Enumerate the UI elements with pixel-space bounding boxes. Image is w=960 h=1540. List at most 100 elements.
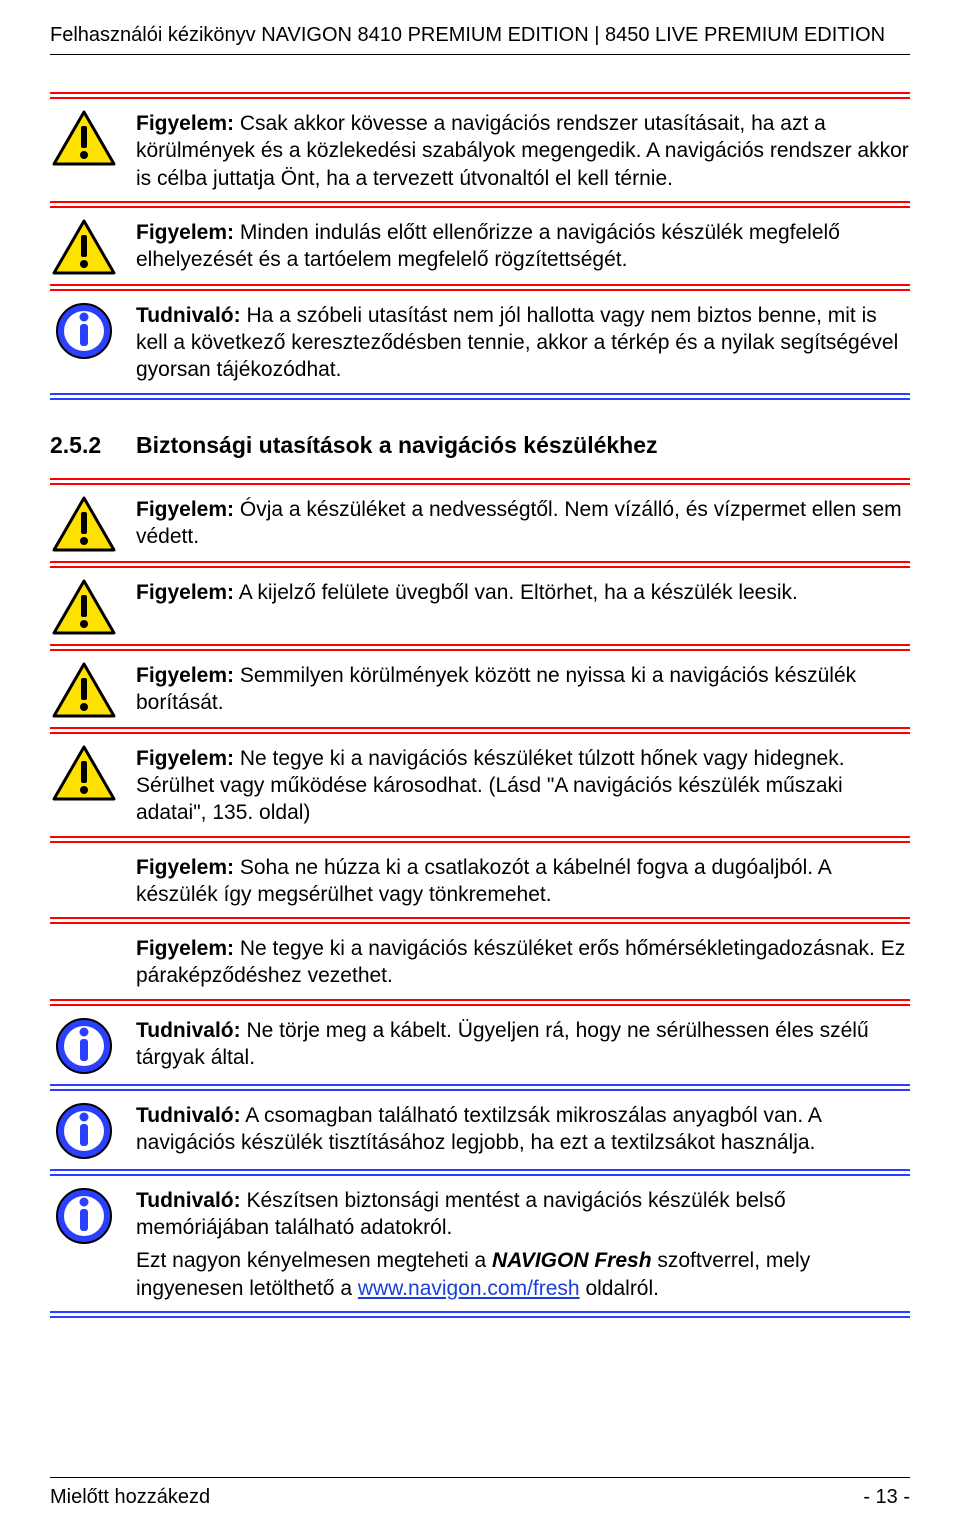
red-rule: [50, 1004, 910, 1006]
content-area: Figyelem: Csak akkor kövesse a navigáció…: [50, 55, 910, 1477]
notice-block: Figyelem: Csak akkor kövesse a navigáció…: [50, 102, 910, 198]
red-rule: [50, 566, 910, 568]
red-rule: [50, 561, 910, 563]
blue-rule: [50, 1089, 910, 1091]
red-rule: [50, 201, 910, 203]
notice-block: Figyelem: Soha ne húzza ki a csatlakozót…: [50, 846, 910, 915]
notice-paragraph: Figyelem: Semmilyen körülmények között n…: [136, 662, 910, 717]
notice-text: Figyelem: Óvja a készüléket a nedvességt…: [136, 494, 910, 551]
notice-paragraph: Figyelem: Soha ne húzza ki a csatlakozót…: [136, 854, 910, 909]
notice-icon: [50, 1015, 118, 1075]
notice-icon: [50, 1185, 118, 1245]
notice-text: Figyelem: Ne tegye ki a navigációs készü…: [136, 743, 910, 827]
notice-paragraph: Ezt nagyon kényelmesen megteheti a NAVIG…: [136, 1247, 910, 1302]
page-header: Felhasználói kézikönyv NAVIGON 8410 PREM…: [50, 22, 910, 55]
notice-prefix: Tudnivaló:: [136, 1019, 241, 1042]
footer-right: - 13 -: [863, 1484, 910, 1510]
red-rule: [50, 483, 910, 485]
notice-paragraph: Tudnivaló: A csomagban található textilz…: [136, 1102, 910, 1157]
warning-triangle-icon: [52, 219, 116, 275]
notice-block: Tudnivaló: Ha a szóbeli utasítást nem jó…: [50, 294, 910, 390]
notice-text: Figyelem: A kijelző felülete üvegből van…: [136, 577, 910, 606]
notice-text: Figyelem: Semmilyen körülmények között n…: [136, 660, 910, 717]
warning-triangle-icon: [52, 110, 116, 166]
notice-paragraph: Tudnivaló: Ne törje meg a kábelt. Ügyelj…: [136, 1017, 910, 1072]
notice-prefix: Figyelem:: [136, 856, 234, 879]
notice-paragraph: Figyelem: Óvja a készüléket a nedvességt…: [136, 496, 910, 551]
header-title: Felhasználói kézikönyv NAVIGON 8410 PREM…: [50, 22, 910, 54]
notice-block: Figyelem: Minden indulás előtt ellenőriz…: [50, 211, 910, 281]
notice-paragraph: Figyelem: A kijelző felülete üvegből van…: [136, 579, 910, 606]
notice-icon: [50, 1100, 118, 1160]
blue-rule: [50, 398, 910, 400]
info-circle-icon: [55, 1017, 113, 1075]
notice-block: Figyelem: Ne tegye ki a navigációs készü…: [50, 737, 910, 833]
red-rule: [50, 836, 910, 838]
notice-prefix: Figyelem:: [136, 747, 234, 770]
warning-triangle-icon: [52, 579, 116, 635]
notice-icon: [50, 577, 118, 635]
info-circle-icon: [55, 1102, 113, 1160]
notice-icon: [50, 660, 118, 718]
notice-prefix: Tudnivaló:: [136, 304, 241, 327]
red-rule: [50, 206, 910, 208]
notice-text: Figyelem: Minden indulás előtt ellenőriz…: [136, 217, 910, 274]
notice-prefix: Figyelem:: [136, 498, 234, 521]
blue-rule: [50, 1316, 910, 1318]
blue-rule: [50, 1174, 910, 1176]
notice-text: Figyelem: Soha ne húzza ki a csatlakozót…: [136, 852, 910, 909]
brand-name: NAVIGON Fresh: [492, 1249, 651, 1272]
notice-block: Tudnivaló: A csomagban található textilz…: [50, 1094, 910, 1166]
blue-rule: [50, 1169, 910, 1171]
section-heading: 2.5.2 Biztonsági utasítások a navigációs…: [50, 403, 910, 475]
warning-triangle-icon: [52, 496, 116, 552]
notice-block: Figyelem: Semmilyen körülmények között n…: [50, 654, 910, 724]
warning-triangle-icon: [52, 662, 116, 718]
red-rule: [50, 478, 910, 480]
notice-text: Figyelem: Csak akkor kövesse a navigáció…: [136, 108, 910, 192]
download-link[interactable]: www.navigon.com/fresh: [358, 1277, 580, 1300]
notice-text: Figyelem: Ne tegye ki a navigációs készü…: [136, 933, 910, 990]
notice-prefix: Tudnivaló:: [136, 1104, 241, 1127]
notice-block: Figyelem: Ne tegye ki a navigációs készü…: [50, 927, 910, 996]
red-rule: [50, 917, 910, 919]
red-rule: [50, 727, 910, 729]
blue-rule: [50, 1311, 910, 1313]
notice-block: Tudnivaló: Ne törje meg a kábelt. Ügyelj…: [50, 1009, 910, 1081]
red-rule: [50, 289, 910, 291]
red-rule: [50, 97, 910, 99]
notice-block: Figyelem: A kijelző felülete üvegből van…: [50, 571, 910, 641]
warning-triangle-icon: [52, 745, 116, 801]
notice-icon: [50, 494, 118, 552]
blue-rule: [50, 393, 910, 395]
notice-paragraph: Figyelem: Ne tegye ki a navigációs készü…: [136, 745, 910, 827]
info-circle-icon: [55, 302, 113, 360]
red-rule: [50, 644, 910, 646]
notice-paragraph: Figyelem: Minden indulás előtt ellenőriz…: [136, 219, 910, 274]
red-rule: [50, 732, 910, 734]
notice-block: Tudnivaló: Készítsen biztonsági mentést …: [50, 1179, 910, 1308]
red-rule: [50, 841, 910, 843]
blue-rule: [50, 1084, 910, 1086]
notice-prefix: Figyelem:: [136, 221, 234, 244]
notice-prefix: Figyelem:: [136, 664, 234, 687]
red-rule: [50, 922, 910, 924]
info-circle-icon: [55, 1187, 113, 1245]
notice-paragraph: Figyelem: Ne tegye ki a navigációs készü…: [136, 935, 910, 990]
notice-text: Tudnivaló: Ha a szóbeli utasítást nem jó…: [136, 300, 910, 384]
page-footer: Mielőtt hozzákezd - 13 -: [50, 1477, 910, 1510]
notice-icon: [50, 300, 118, 360]
notice-prefix: Figyelem:: [136, 112, 234, 135]
red-rule: [50, 649, 910, 651]
notice-prefix: Tudnivaló:: [136, 1189, 241, 1212]
section-title: Biztonsági utasítások a navigációs készü…: [136, 429, 910, 461]
notice-text: Tudnivaló: Készítsen biztonsági mentést …: [136, 1185, 910, 1302]
notice-icon: [50, 217, 118, 275]
red-rule: [50, 999, 910, 1001]
notice-prefix: Figyelem:: [136, 581, 234, 604]
notice-paragraph: Tudnivaló: Készítsen biztonsági mentést …: [136, 1187, 910, 1242]
notice-icon: [50, 743, 118, 801]
notice-text: Tudnivaló: A csomagban található textilz…: [136, 1100, 910, 1157]
notice-paragraph: Tudnivaló: Ha a szóbeli utasítást nem jó…: [136, 302, 910, 384]
notice-text: Tudnivaló: Ne törje meg a kábelt. Ügyelj…: [136, 1015, 910, 1072]
